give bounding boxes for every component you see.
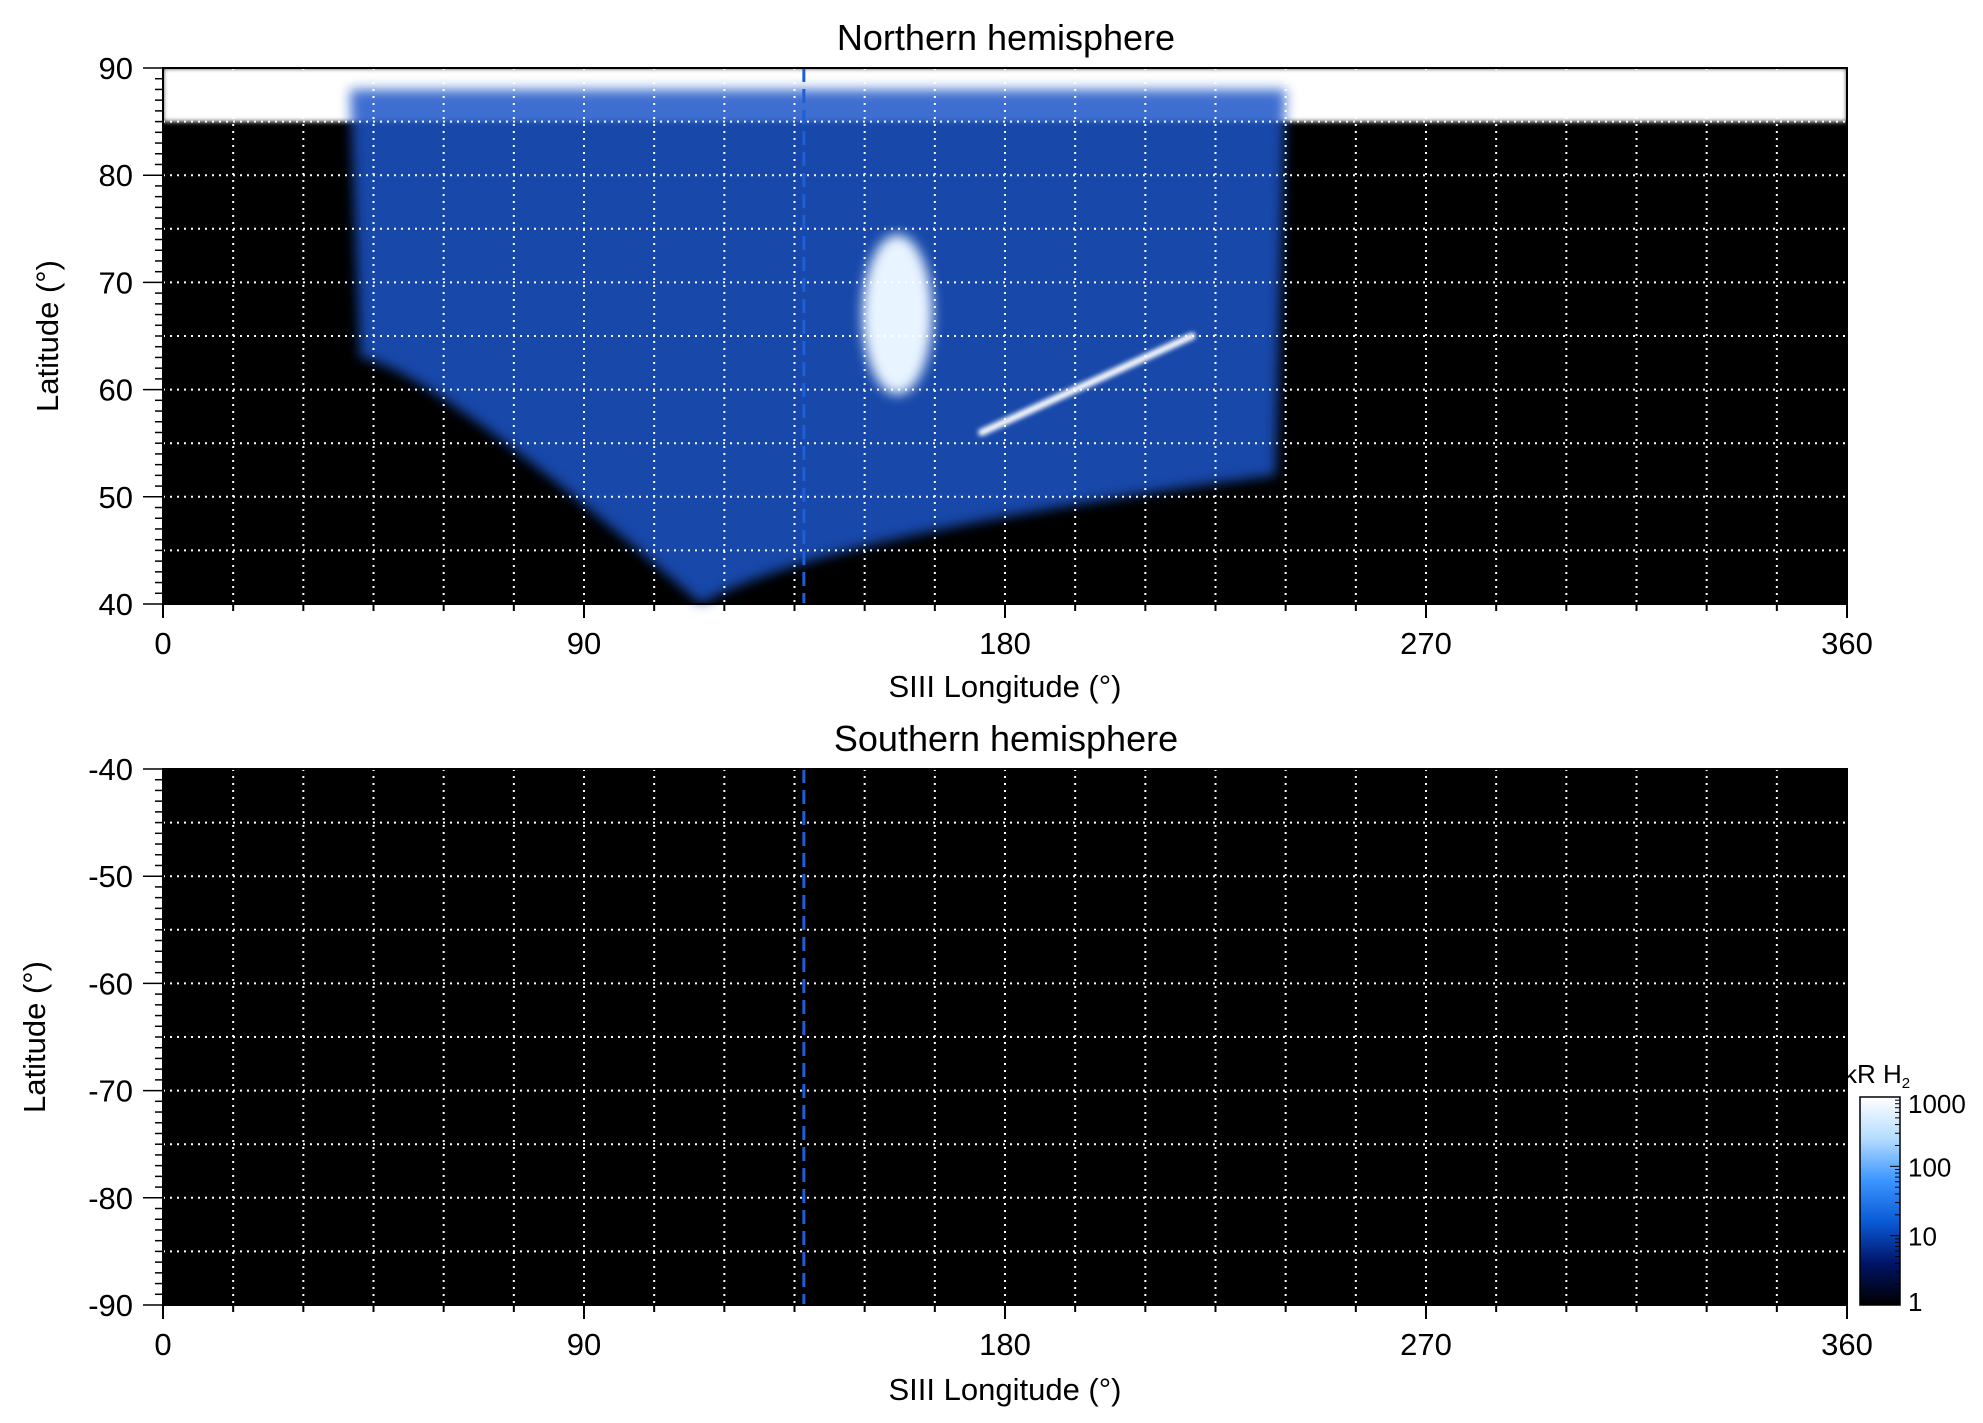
y-tick-label: -50	[88, 859, 133, 894]
y-tick-label: 80	[99, 158, 133, 193]
northern-grid	[163, 68, 1847, 604]
northern-axes	[143, 67, 1848, 618]
northern-hemisphere-panel: Northern hemisphere 0 90 180 270 360 40 50 60 7…	[30, 17, 1873, 704]
northern-x-tick-labels: 0 90 180 270 360	[154, 626, 1872, 661]
southern-hemisphere-panel: Southern hemisphere 0 90 180 270 360 -40-50-…	[17, 718, 1873, 1407]
colorbar-tick-label: 100	[1908, 1152, 1951, 1182]
emission-bright-spot-2	[862, 234, 933, 395]
southern-y-axis-label: Latitude (°)	[17, 961, 52, 1113]
southern-y-tick-labels: -40 -50 -60 -70 -80 -90	[88, 752, 133, 1323]
y-tick-label: -70	[88, 1074, 133, 1109]
y-tick-label: 90	[99, 51, 133, 86]
y-tick-label: 70	[99, 265, 133, 300]
colorbar-label: kR H2	[1844, 1059, 1910, 1092]
x-tick-label: 270	[1400, 626, 1452, 661]
northern-y-tick-labels: 40 50 60 70 80 90	[99, 51, 133, 622]
y-tick-label: -40	[88, 752, 133, 787]
colorbar-label-text: kR H	[1844, 1059, 1902, 1089]
northern-panel-title: Northern hemisphere	[837, 17, 1175, 58]
y-tick-label: 60	[99, 373, 133, 408]
x-tick-label: 180	[979, 626, 1031, 661]
y-tick-label: -80	[88, 1181, 133, 1216]
x-tick-label: 180	[979, 1327, 1031, 1362]
colorbar: kR H2 1000 100 10 1	[1844, 1059, 1966, 1317]
y-tick-label: -60	[88, 966, 133, 1001]
emission-auroral-arc-3	[978, 332, 1196, 436]
x-tick-label: 90	[567, 626, 601, 661]
x-tick-label: 270	[1400, 1327, 1452, 1362]
northern-x-axis-label: SIII Longitude (°)	[889, 669, 1122, 704]
colorbar-tick-label: 1	[1908, 1287, 1922, 1317]
southern-grid	[163, 769, 1847, 1305]
southern-x-axis-label: SIII Longitude (°)	[889, 1372, 1122, 1407]
x-tick-label: 360	[1821, 626, 1873, 661]
y-tick-label: -90	[88, 1288, 133, 1323]
y-tick-label: 50	[99, 480, 133, 515]
colorbar-ticks: 1000 100 10 1	[1890, 1089, 1966, 1317]
southern-x-tick-labels: 0 90 180 270 360	[154, 1327, 1872, 1362]
x-tick-label: 0	[154, 1327, 171, 1362]
southern-axes	[143, 768, 1848, 1319]
colorbar-label-subscript: 2	[1902, 1075, 1910, 1092]
northern-y-axis-label: Latitude (°)	[30, 260, 65, 412]
y-tick-label: 40	[99, 587, 133, 622]
colorbar-tick-label: 1000	[1908, 1089, 1966, 1119]
southern-panel-title: Southern hemisphere	[834, 718, 1178, 759]
x-tick-label: 360	[1821, 1327, 1873, 1362]
colorbar-tick-label: 10	[1908, 1222, 1937, 1252]
x-tick-label: 90	[567, 1327, 601, 1362]
colorbar-gradient	[1859, 1096, 1901, 1306]
x-tick-label: 0	[154, 626, 171, 661]
